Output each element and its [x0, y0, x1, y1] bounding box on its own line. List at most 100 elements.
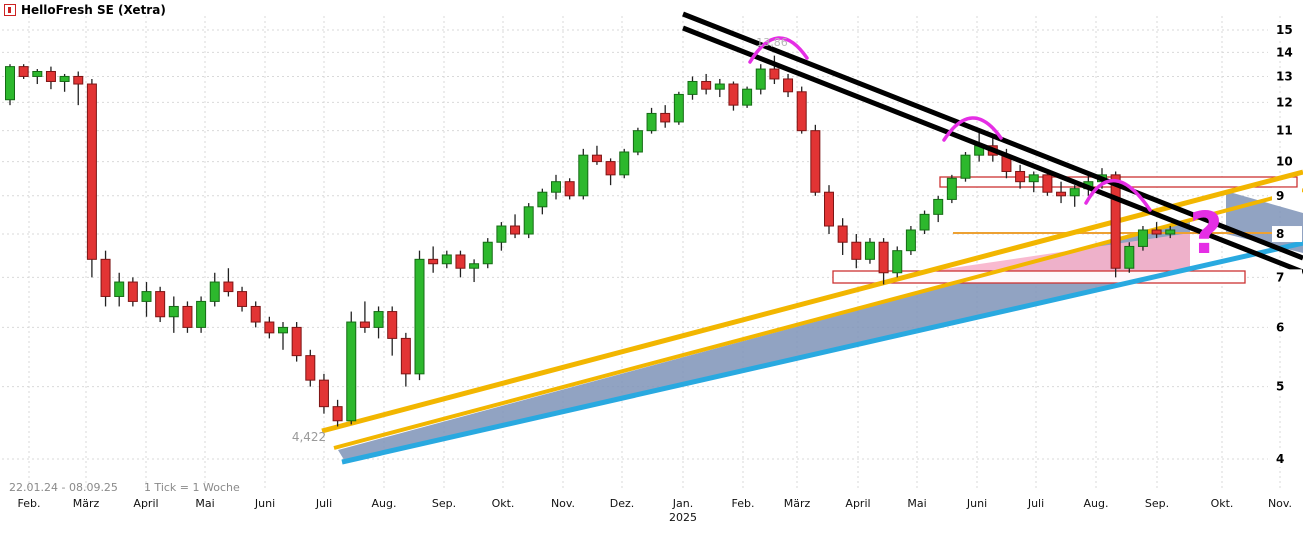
candle-body [769, 68, 780, 80]
candle-body [278, 326, 288, 334]
candle-body [946, 177, 957, 200]
candle-body [373, 311, 384, 328]
candle-body [632, 130, 643, 153]
candlestick-icon [4, 4, 16, 16]
candle-body [223, 281, 234, 293]
candle-body [237, 291, 248, 307]
chart-footer: 22.01.24 - 08.09.25 1 Tick = 1 Woche [9, 481, 240, 494]
candle-body [1015, 170, 1026, 183]
candle-body [346, 321, 357, 422]
x-axis-label: April [845, 497, 870, 510]
x-axis-label: Sep. [1145, 497, 1169, 510]
y-label-bg [1272, 319, 1302, 336]
candle-body [318, 379, 329, 408]
candle-body [209, 281, 220, 302]
candle-body [1137, 229, 1148, 247]
y-axis-label: 6 [1276, 320, 1284, 334]
x-axis-label: Juni [966, 497, 987, 510]
y-label-bg [1272, 378, 1302, 395]
candle-body [1056, 191, 1067, 197]
candle-body [5, 66, 15, 101]
candle-body [387, 311, 398, 339]
y-axis-label: 9 [1276, 189, 1284, 203]
tick-interval-label: 1 Tick = 1 Woche [143, 481, 240, 494]
candle-body [305, 355, 316, 381]
x-axis-label: Feb. [732, 497, 755, 510]
x-axis-year-label: 2025 [669, 511, 697, 524]
candle-body [837, 225, 848, 243]
candle-body [564, 181, 575, 197]
candle-body [127, 281, 138, 302]
x-axis-label: Juli [315, 497, 332, 510]
candle-body [455, 254, 466, 269]
candle-body [960, 154, 971, 179]
candle-body [428, 258, 439, 265]
candle-body [1069, 188, 1080, 197]
candle-body [523, 206, 534, 235]
y-axis-label: 5 [1276, 380, 1284, 394]
x-axis-label: Juni [254, 497, 275, 510]
descending-resistance-line-1 [682, 11, 1303, 261]
candle-body [660, 112, 671, 123]
peak-arc-2 [942, 116, 1003, 142]
candle-body [469, 263, 480, 269]
candle-body [714, 83, 725, 90]
y-axis-label: 10 [1276, 155, 1293, 169]
candle-body [1124, 245, 1135, 269]
candle-body [496, 225, 507, 243]
candle-body [32, 70, 43, 77]
candle-body [728, 83, 739, 106]
y-axis-label: 15 [1276, 23, 1293, 37]
x-axis-label: Nov. [551, 497, 575, 510]
candle-body [264, 321, 275, 334]
date-range-label: 22.01.24 - 08.09.25 [9, 481, 118, 494]
candle-body [892, 250, 903, 274]
candle-body [332, 406, 343, 422]
candle-body [824, 191, 834, 227]
x-axis-label: März [73, 497, 100, 510]
candle-body [73, 75, 84, 85]
candle-body [1028, 174, 1039, 183]
candle-body [168, 305, 179, 318]
candle-body [18, 66, 29, 77]
descending-resistance-line-2 [682, 25, 1303, 275]
ascending-support-gold-1 [321, 169, 1303, 434]
x-axis-label: April [133, 497, 158, 510]
candle-body [551, 181, 561, 193]
y-axis-label: 12 [1276, 95, 1293, 109]
candle-body [919, 213, 930, 231]
y-axis-label: 14 [1276, 45, 1293, 59]
x-axis-label: Juli [1027, 497, 1044, 510]
peak-arc-3 [1084, 178, 1152, 212]
x-axis-label: Mai [195, 497, 214, 510]
y-label-bg [1272, 153, 1302, 170]
ascending-support-blue [341, 240, 1303, 465]
candle-body [755, 68, 766, 90]
chart-title: HelloFresh SE (Xetra) [21, 3, 166, 17]
chart-header: HelloFresh SE (Xetra) [4, 3, 166, 17]
x-axis-label: März [784, 497, 811, 510]
candle-body [400, 337, 411, 375]
low-label: 4,422 [292, 430, 326, 444]
x-axis-label: Aug. [372, 497, 397, 510]
y-label-bg [1272, 44, 1302, 61]
x-axis-label: Jan. [672, 497, 693, 510]
y-axis-label: 11 [1276, 124, 1293, 138]
candle-body [100, 258, 111, 297]
x-axis-label: Okt. [1211, 497, 1234, 510]
candle-body [864, 241, 875, 260]
candle-body [810, 130, 821, 193]
y-axis-label: 7 [1276, 270, 1284, 284]
candle-body [1042, 174, 1053, 193]
candle-body [1165, 229, 1176, 235]
candle-body [646, 112, 657, 132]
candle-body [250, 305, 261, 323]
x-axis-label: Mai [907, 497, 926, 510]
y-label-bg [1272, 187, 1302, 204]
candle-body [114, 281, 125, 297]
candle-body [591, 154, 602, 163]
y-label-bg [1272, 451, 1302, 467]
candle-body [851, 241, 862, 260]
x-axis-label: Aug. [1084, 497, 1109, 510]
